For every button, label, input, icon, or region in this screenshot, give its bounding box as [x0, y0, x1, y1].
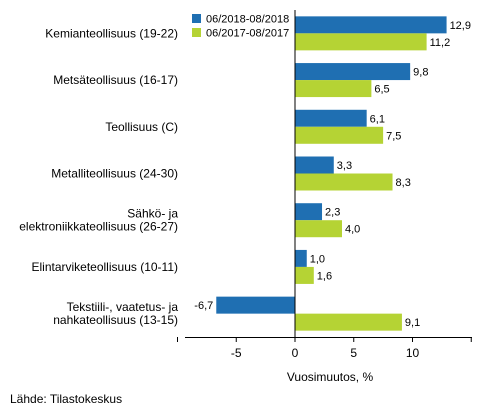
- category-label: Tekstiili-, vaatetus- ja: [67, 300, 179, 314]
- x-axis-label: Vuosimuutos, %: [287, 370, 374, 384]
- bar: [295, 249, 307, 267]
- axes-layer: -5 0 5 10: [177, 10, 472, 360]
- bar: [295, 63, 411, 81]
- data-label: 4,0: [345, 224, 360, 236]
- category-label: Metsäteollisuus (16-17): [53, 73, 178, 87]
- bar: [295, 33, 427, 51]
- data-label: 6,5: [374, 84, 389, 96]
- category-labels-layer: Kemianteollisuus (19-22) Metsäteollisuus …: [19, 26, 178, 327]
- category-label: Teollisuus (C): [105, 120, 178, 134]
- data-label: 9,8: [413, 67, 428, 79]
- data-label: 7,5: [386, 130, 401, 142]
- data-label: 3,3: [337, 160, 352, 172]
- bar: [216, 296, 295, 314]
- data-label: 1,6: [317, 270, 332, 282]
- data-label: 9,1: [405, 317, 420, 329]
- category-label: nahkateollisuus (13-15): [53, 313, 178, 327]
- bar: [295, 156, 334, 174]
- data-label: 11,2: [430, 37, 451, 49]
- bars-layer: [216, 16, 447, 331]
- category-label: elektroniikkateollisuus (26-27): [19, 220, 178, 234]
- bar: [295, 313, 402, 331]
- bar: [295, 109, 367, 127]
- bar: [295, 203, 323, 221]
- legend-label: 06/2017-08/2017: [206, 28, 289, 40]
- legend-swatch: [192, 28, 201, 37]
- data-label: 6,1: [370, 113, 385, 125]
- category-label: Kemianteollisuus (19-22): [45, 26, 178, 40]
- bar: [295, 220, 342, 238]
- bar: [295, 266, 314, 284]
- data-label: 2,3: [325, 207, 340, 219]
- legend-label: 06/2018-08/2018: [206, 14, 289, 26]
- x-tick-label: -5: [231, 346, 242, 360]
- data-label: -6,7: [194, 300, 213, 312]
- source-note: Lähde: Tilastokeskus: [10, 392, 123, 406]
- category-label: Elintarviketeollisuus (10-11): [31, 260, 178, 274]
- data-label: 12,9: [450, 20, 471, 32]
- x-tick-label: 10: [406, 346, 420, 360]
- bar: [295, 80, 372, 98]
- bar: [295, 173, 393, 191]
- bar: [295, 16, 447, 34]
- value-labels-layer: 12,9 11,2 9,8 6,5 6,17,5 3,3 8,3 2,3 4,0 1,0 1,6 -6…: [194, 20, 471, 329]
- data-label: 8,3: [396, 177, 411, 189]
- x-tick-label: 0: [292, 346, 299, 360]
- x-tick-label: 5: [350, 346, 357, 360]
- legend: 06/2018-08/2018 06/2017-08/2017: [192, 14, 289, 40]
- bar: [295, 126, 384, 144]
- data-label: 1,0: [310, 253, 325, 265]
- category-label: Metalliteollisuus (24-30): [51, 167, 178, 181]
- legend-swatch: [192, 14, 201, 23]
- category-label: Sähkö- ja: [127, 207, 178, 221]
